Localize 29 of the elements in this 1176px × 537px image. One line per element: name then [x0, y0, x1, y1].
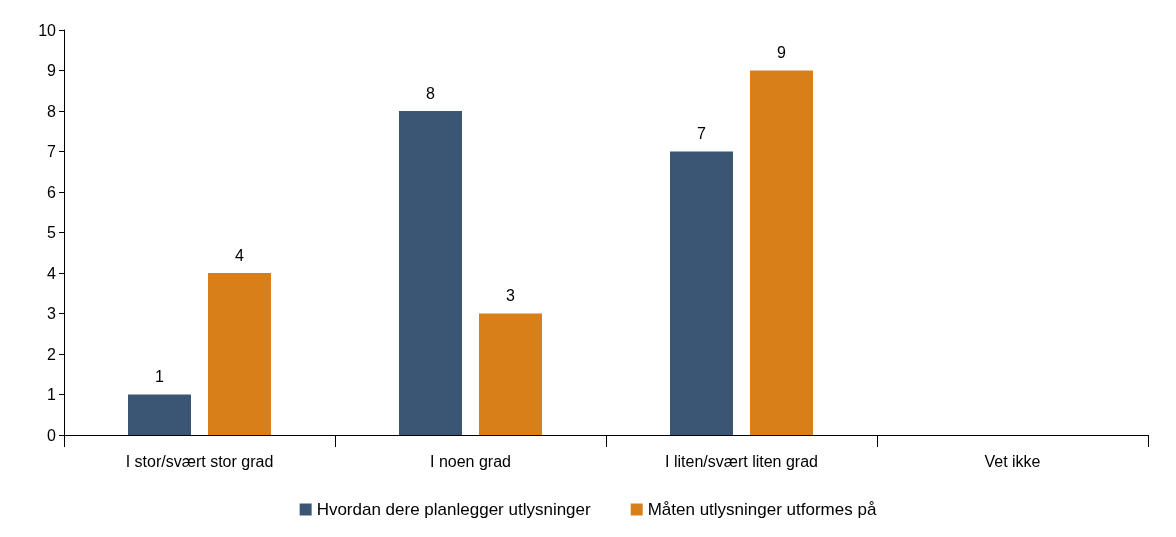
x-tick-label: Vet ikke	[984, 452, 1041, 470]
bar	[208, 273, 272, 435]
data-label: 7	[697, 125, 707, 142]
y-tick-label: 0	[47, 426, 57, 444]
x-tick-label: I stor/svært stor grad	[125, 452, 274, 470]
data-label: 3	[506, 287, 516, 304]
x-tick-label: I noen grad	[430, 452, 511, 470]
legend-label: Hvordan dere planlegger utlysninger	[316, 500, 592, 519]
y-tick-label: 3	[47, 305, 57, 322]
bar	[399, 111, 462, 435]
bar	[750, 70, 814, 435]
bar	[128, 394, 191, 435]
data-label: 8	[426, 84, 436, 102]
y-tick-label: 1	[47, 386, 57, 403]
data-label: 1	[155, 368, 165, 385]
y-tick-label: 8	[47, 102, 57, 120]
x-tick-label: I liten/svært liten grad	[665, 452, 818, 470]
data-label: 9	[777, 44, 787, 61]
data-label: 4	[235, 246, 245, 264]
y-tick-label: 9	[47, 62, 57, 79]
y-tick-label: 6	[47, 183, 57, 201]
bar	[670, 151, 733, 435]
y-tick-label: 4	[47, 264, 57, 282]
bar	[479, 313, 543, 435]
y-tick-label: 7	[47, 143, 57, 160]
y-tick-label: 5	[47, 224, 57, 241]
y-tick-label: 2	[47, 345, 57, 363]
y-tick-label: 10	[38, 21, 57, 39]
legend-label: Måten utlysninger utformes på	[647, 500, 877, 519]
